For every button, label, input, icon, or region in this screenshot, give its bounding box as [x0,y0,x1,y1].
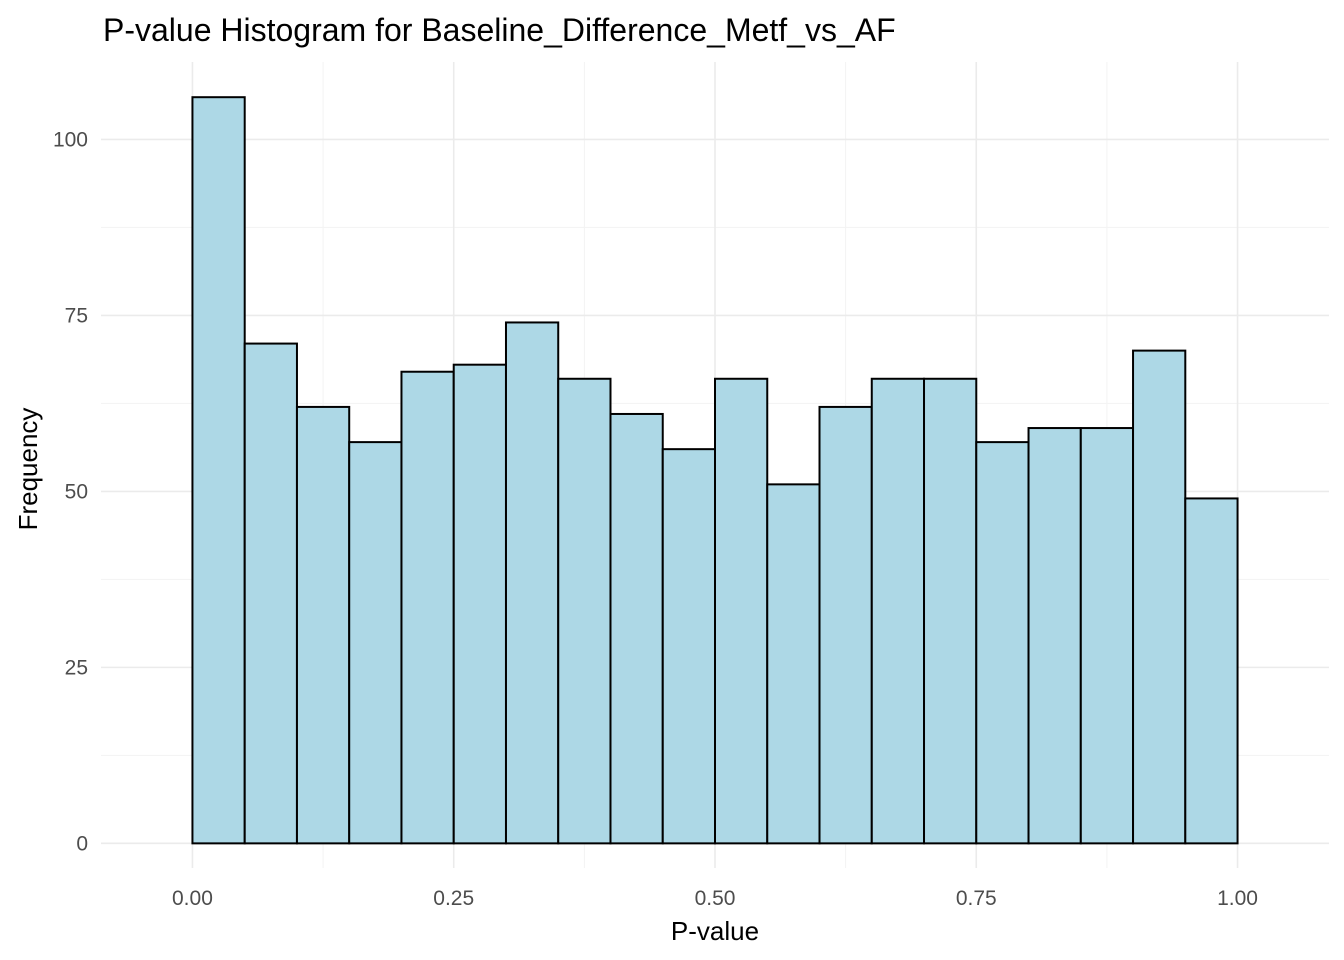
x-axis-tick-labels: 0.00 0.25 0.50 0.75 1.00 [172,887,1258,910]
histogram-bar-4 [348,441,403,845]
histogram-bar-18 [1079,427,1135,845]
chart-title: P-value Histogram for Baseline_Differenc… [103,12,896,48]
histogram-bar-16 [975,441,1030,845]
histogram-bar-12 [766,483,821,845]
y-tick-label: 50 [65,480,88,503]
x-tick-label: 0.75 [956,887,997,910]
y-tick-label: 100 [53,128,88,151]
histogram-bar-14 [870,377,926,845]
x-tick-label: 0.00 [172,887,213,910]
x-tick-label: 1.00 [1217,887,1258,910]
x-axis-title: P-value [671,916,759,946]
histogram-bar-15 [923,377,978,845]
histogram-bar-1 [191,96,246,845]
y-axis-title: Frequency [13,408,43,531]
histogram-bar-17 [1027,427,1082,845]
y-tick-label: 75 [65,304,88,327]
x-tick-label: 0.50 [695,887,736,910]
histogram-bar-20 [1184,497,1239,845]
histogram-bar-6 [452,363,507,845]
y-tick-label: 0 [76,832,88,855]
histogram-bar-7 [504,321,560,845]
bars-layer [191,96,1239,845]
histogram-bar-5 [400,370,455,845]
histogram-bar-3 [295,405,351,845]
y-axis-tick-labels: 0 25 50 75 100 [53,128,88,855]
histogram-bar-13 [818,405,873,845]
histogram-bar-11 [714,377,769,845]
histogram-bar-8 [557,377,612,845]
x-tick-label: 0.25 [433,887,474,910]
histogram-bar-2 [243,342,298,845]
histogram-bar-19 [1132,349,1187,845]
y-tick-label: 25 [65,656,88,679]
histogram-bar-10 [661,448,717,845]
histogram-bar-9 [609,412,664,845]
